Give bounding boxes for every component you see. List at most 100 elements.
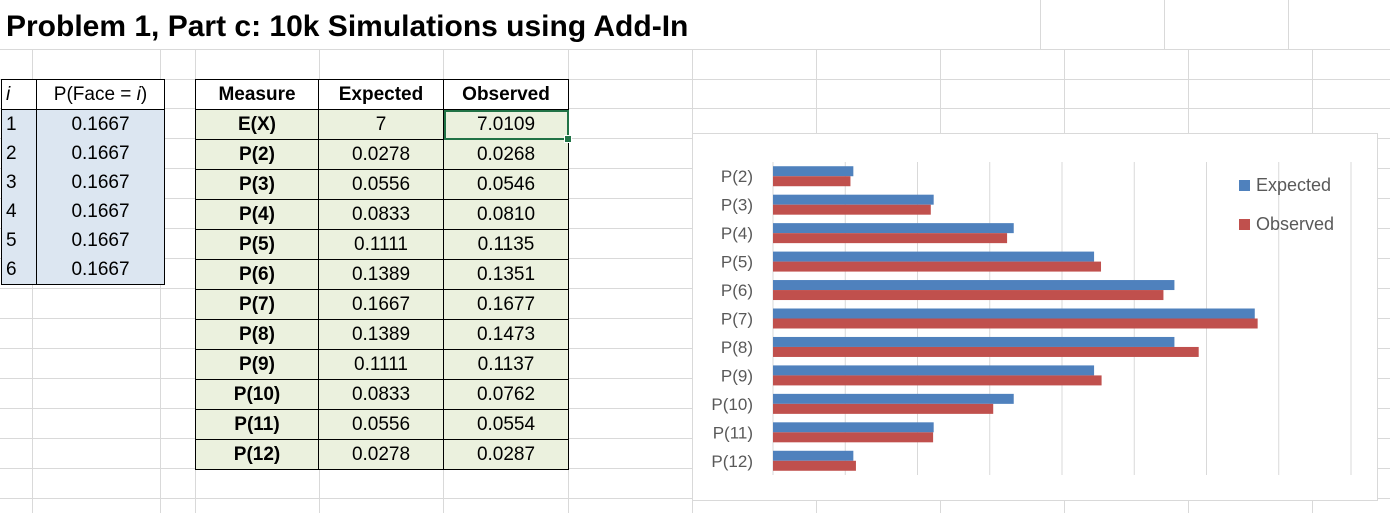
cell-expected[interactable]: 0.1111 xyxy=(318,229,444,260)
cell-i[interactable]: 6 xyxy=(1,255,37,285)
bar-observed xyxy=(773,460,856,471)
probability-table: i P(Face = i) 1 0.1667 2 0.1667 3 0.1667 4 0.16… xyxy=(1,79,165,285)
category-tick-label: P(9) xyxy=(721,366,753,385)
header-expected[interactable]: Expected xyxy=(318,79,444,110)
category-tick-label: P(5) xyxy=(721,253,753,272)
cell-expected[interactable]: 0.0833 xyxy=(318,199,444,230)
cell-probability[interactable]: 0.1667 xyxy=(36,226,165,255)
category-tick-label: P(6) xyxy=(721,281,753,300)
table-row: P(12) 0.0278 0.0287 xyxy=(195,439,569,470)
cell-measure[interactable]: P(4) xyxy=(195,199,319,230)
bar-observed xyxy=(773,346,1199,357)
bar-expected xyxy=(773,336,1175,347)
cell-measure[interactable]: P(2) xyxy=(195,139,319,170)
legend-swatch xyxy=(1239,219,1250,230)
cell-observed[interactable]: 0.0762 xyxy=(443,379,569,410)
cell-measure[interactable]: P(12) xyxy=(195,439,319,470)
table-row: P(11) 0.0556 0.0554 xyxy=(195,409,569,440)
cell-expected[interactable]: 0.0278 xyxy=(318,439,444,470)
bar-observed xyxy=(773,204,931,215)
category-tick-label: P(4) xyxy=(721,224,753,243)
bar-expected xyxy=(773,251,1095,262)
category-tick-label: P(7) xyxy=(721,310,753,329)
legend-label: Expected xyxy=(1256,175,1331,195)
bar-expected xyxy=(773,393,1014,404)
table-row: 2 0.1667 xyxy=(1,139,165,168)
header-measure[interactable]: Measure xyxy=(195,79,319,110)
table-row: 6 0.1667 xyxy=(1,255,165,285)
header-observed[interactable]: Observed xyxy=(443,79,569,110)
bar-expected xyxy=(773,450,854,461)
cell-i[interactable]: 2 xyxy=(1,139,37,168)
table-row: P(3) 0.0556 0.0546 xyxy=(195,169,569,200)
cell-measure[interactable]: P(3) xyxy=(195,169,319,200)
table-row: P(8) 0.1389 0.1473 xyxy=(195,319,569,350)
cell-expected[interactable]: 0.0278 xyxy=(318,139,444,170)
bar-observed xyxy=(773,403,994,414)
bar-expected xyxy=(773,166,854,177)
cell-observed[interactable]: 0.0546 xyxy=(443,169,569,200)
bar-observed xyxy=(773,375,1102,386)
cell-observed[interactable]: 0.0810 xyxy=(443,199,569,230)
table-row: P(4) 0.0833 0.0810 xyxy=(195,199,569,230)
cell-i[interactable]: 4 xyxy=(1,197,37,226)
cell-observed[interactable]: 0.1473 xyxy=(443,319,569,350)
bar-chart[interactable]: P(2) P(3) P(4) P(5) P(6) P(7) P(8) P(9) P(10) P(1… xyxy=(692,133,1378,501)
cell-observed[interactable]: 0.1677 xyxy=(443,289,569,320)
bar-observed xyxy=(773,261,1102,272)
bar-observed xyxy=(773,432,934,443)
category-tick-label: P(8) xyxy=(721,338,753,357)
cell-probability[interactable]: 0.1667 xyxy=(36,197,165,226)
cell-observed[interactable]: 0.1351 xyxy=(443,259,569,290)
cell-probability[interactable]: 0.1667 xyxy=(36,109,165,139)
cell-measure[interactable]: P(8) xyxy=(195,319,319,350)
cell-measure[interactable]: P(6) xyxy=(195,259,319,290)
cell-observed-selected[interactable]: 7.0109 xyxy=(443,109,572,143)
cell-expected[interactable]: 0.0556 xyxy=(318,169,444,200)
cell-expected[interactable]: 0.0833 xyxy=(318,379,444,410)
cell-measure[interactable]: E(X) xyxy=(195,109,319,140)
table-row: 3 0.1667 xyxy=(1,168,165,197)
table-row: P(7) 0.1667 0.1677 xyxy=(195,289,569,320)
cell-expected[interactable]: 7 xyxy=(318,109,444,140)
fill-handle[interactable] xyxy=(564,135,572,143)
category-tick-label: P(10) xyxy=(711,395,753,414)
bar-observed xyxy=(773,318,1258,329)
table-row: P(2) 0.0278 0.0268 xyxy=(195,139,569,170)
bar-observed xyxy=(773,176,851,187)
cell-measure[interactable]: P(10) xyxy=(195,379,319,410)
cell-probability[interactable]: 0.1667 xyxy=(36,139,165,168)
cell-measure[interactable]: P(11) xyxy=(195,409,319,440)
table-row: P(6) 0.1389 0.1351 xyxy=(195,259,569,290)
cell-expected[interactable]: 0.1111 xyxy=(318,349,444,380)
cell-measure[interactable]: P(7) xyxy=(195,289,319,320)
cell-expected[interactable]: 0.0556 xyxy=(318,409,444,440)
category-tick-label: P(11) xyxy=(713,423,753,442)
cell-probability[interactable]: 0.1667 xyxy=(36,168,165,197)
chart-svg: P(2) P(3) P(4) P(5) P(6) P(7) P(8) P(9) P(10) P(1… xyxy=(711,162,1352,475)
table-row: 1 0.1667 xyxy=(1,109,165,139)
cell-probability[interactable]: 0.1667 xyxy=(36,255,165,285)
cell-expected[interactable]: 0.1389 xyxy=(318,259,444,290)
cell-i[interactable]: 5 xyxy=(1,226,37,255)
cell-i[interactable]: 3 xyxy=(1,168,37,197)
cell-measure[interactable]: P(9) xyxy=(195,349,319,380)
cell-observed[interactable]: 0.0554 xyxy=(443,409,569,440)
cell-expected[interactable]: 0.1667 xyxy=(318,289,444,320)
header-i[interactable]: i xyxy=(1,79,37,110)
bar-expected xyxy=(773,280,1175,291)
cell-observed[interactable]: 0.1135 xyxy=(443,229,569,260)
cell-observed[interactable]: 0.0268 xyxy=(443,139,569,170)
cell-i[interactable]: 1 xyxy=(1,109,37,139)
cell-observed[interactable]: 0.1137 xyxy=(443,349,569,380)
table-row: P(9) 0.1111 0.1137 xyxy=(195,349,569,380)
legend-label: Observed xyxy=(1256,214,1334,234)
cell-expected[interactable]: 0.1389 xyxy=(318,319,444,350)
category-tick-label: P(2) xyxy=(721,167,753,186)
bar-expected xyxy=(773,223,1014,234)
cell-measure[interactable]: P(5) xyxy=(195,229,319,260)
header-p-face[interactable]: P(Face = i) xyxy=(36,79,165,110)
cell-observed[interactable]: 0.0287 xyxy=(443,439,569,470)
bar-expected xyxy=(773,308,1255,319)
bar-expected xyxy=(773,422,934,433)
